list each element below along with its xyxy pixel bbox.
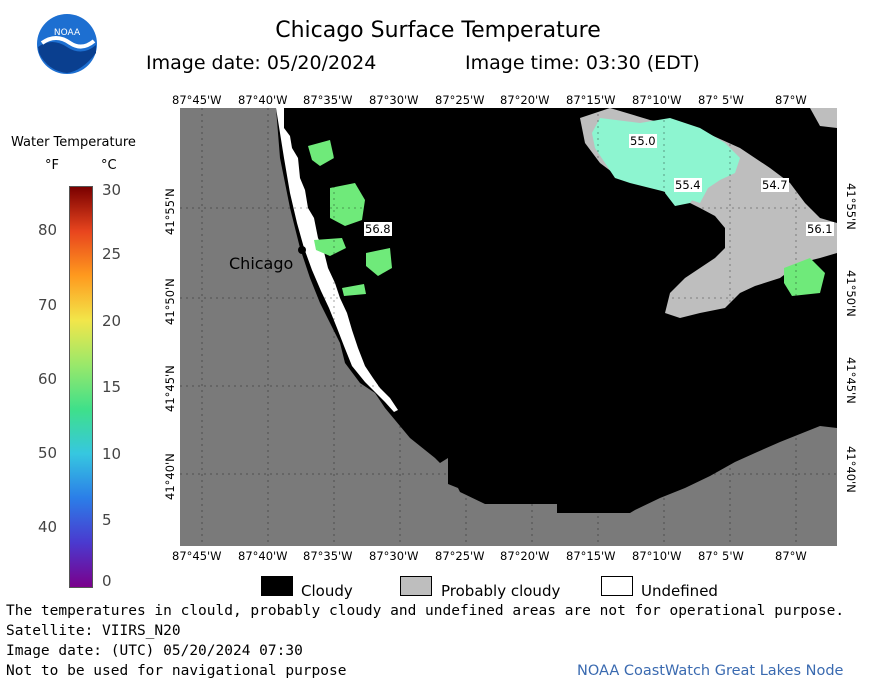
lon-label: 87°W xyxy=(775,93,807,107)
lat-label: 41°45'N xyxy=(844,357,858,404)
lon-label: 87°45'W xyxy=(172,93,222,107)
svg-text:NOAA: NOAA xyxy=(54,28,81,38)
colorbar-unit-f: °F xyxy=(45,158,59,173)
graticule xyxy=(180,108,837,546)
temperature-label: 55.4 xyxy=(674,178,702,192)
water-green-area xyxy=(314,238,346,256)
water-green-area xyxy=(330,183,365,226)
colorbar-tick: 60 xyxy=(38,370,58,388)
colorbar-tick: 50 xyxy=(38,444,58,462)
legend-probably-cloudy-label: Probably cloudy xyxy=(441,582,561,600)
lat-label: 41°55'N xyxy=(844,183,858,230)
noaa-logo: NOAA xyxy=(36,13,98,75)
image-time-label: Image time: 03:30 (EDT) xyxy=(465,52,700,74)
lon-label: 87°20'W xyxy=(500,93,550,107)
lat-label: 41°40'N xyxy=(163,453,177,500)
lat-label: 41°50'N xyxy=(844,270,858,317)
legend-probably-cloudy-swatch xyxy=(400,576,432,596)
temperature-label: 56.1 xyxy=(806,222,834,236)
lon-label: 87°30'W xyxy=(369,93,419,107)
lon-label: 87°35'W xyxy=(303,549,353,563)
lon-label: 87°10'W xyxy=(632,549,682,563)
colorbar-tick: 25 xyxy=(102,245,122,263)
lon-label: 87°15'W xyxy=(566,93,616,107)
colorbar-tick: 10 xyxy=(102,445,122,463)
lon-label: 87°20'W xyxy=(500,549,550,563)
legend-undefined-label: Undefined xyxy=(641,582,718,600)
legend-cloudy-swatch xyxy=(261,576,293,596)
colorbar xyxy=(69,186,93,588)
lon-label: 87°45'W xyxy=(172,549,222,563)
lat-label: 41°55'N xyxy=(163,188,177,235)
lat-label: 41°40'N xyxy=(844,446,858,493)
note-line: Not to be used for navigational purpose xyxy=(6,663,347,679)
colorbar-tick: 5 xyxy=(102,511,112,529)
image-date-label: Image date: 05/20/2024 xyxy=(146,52,377,74)
temperature-map xyxy=(180,108,837,546)
colorbar-tick: 40 xyxy=(38,518,58,536)
lake-cloudy-area xyxy=(276,108,837,513)
colorbar-tick: 0 xyxy=(102,572,112,590)
temperature-label: 55.0 xyxy=(629,134,657,148)
lon-label: 87°25'W xyxy=(435,549,485,563)
note-line: Satellite: VIIRS_N20 xyxy=(6,623,181,639)
temperature-label: 56.8 xyxy=(364,222,392,236)
colorbar-tick: 20 xyxy=(102,312,122,330)
lon-label: 87°25'W xyxy=(435,93,485,107)
lon-label: 87° 5'W xyxy=(698,93,744,107)
colorbar-tick: 70 xyxy=(38,296,58,314)
probably-cloudy-area xyxy=(810,108,837,128)
lon-label: 87°W xyxy=(775,549,807,563)
colorbar-tick: 30 xyxy=(102,181,122,199)
chicago-marker xyxy=(298,246,306,254)
city-label: Chicago xyxy=(229,254,294,273)
lon-label: 87°30'W xyxy=(369,549,419,563)
legend-cloudy-label: Cloudy xyxy=(301,582,353,600)
lon-label: 87°10'W xyxy=(632,93,682,107)
map-title: Chicago Surface Temperature xyxy=(275,18,601,43)
lon-label: 87° 5'W xyxy=(698,549,744,563)
colorbar-tick: 15 xyxy=(102,378,122,396)
colorbar-unit-c: °C xyxy=(101,158,117,173)
temperature-label: 54.7 xyxy=(761,178,789,192)
lon-label: 87°35'W xyxy=(303,93,353,107)
lon-label: 87°15'W xyxy=(566,549,616,563)
lon-label: 87°40'W xyxy=(238,549,288,563)
note-line: Image date: (UTC) 05/20/2024 07:30 xyxy=(6,643,303,659)
lat-label: 41°45'N xyxy=(163,365,177,412)
lat-label: 41°50'N xyxy=(163,278,177,325)
colorbar-tick: 80 xyxy=(38,221,58,239)
colorbar-title: Water Temperature xyxy=(11,135,136,150)
legend-undefined-swatch xyxy=(601,576,633,596)
water-green-area xyxy=(308,140,334,166)
water-green-area xyxy=(342,284,366,296)
undefined-shore xyxy=(276,108,398,412)
water-green-area xyxy=(366,248,392,276)
note-line: The temperatures in clould, probably clo… xyxy=(6,603,845,619)
credit-text: NOAA CoastWatch Great Lakes Node xyxy=(577,663,844,679)
water-green-area xyxy=(784,258,825,296)
lon-label: 87°40'W xyxy=(238,93,288,107)
